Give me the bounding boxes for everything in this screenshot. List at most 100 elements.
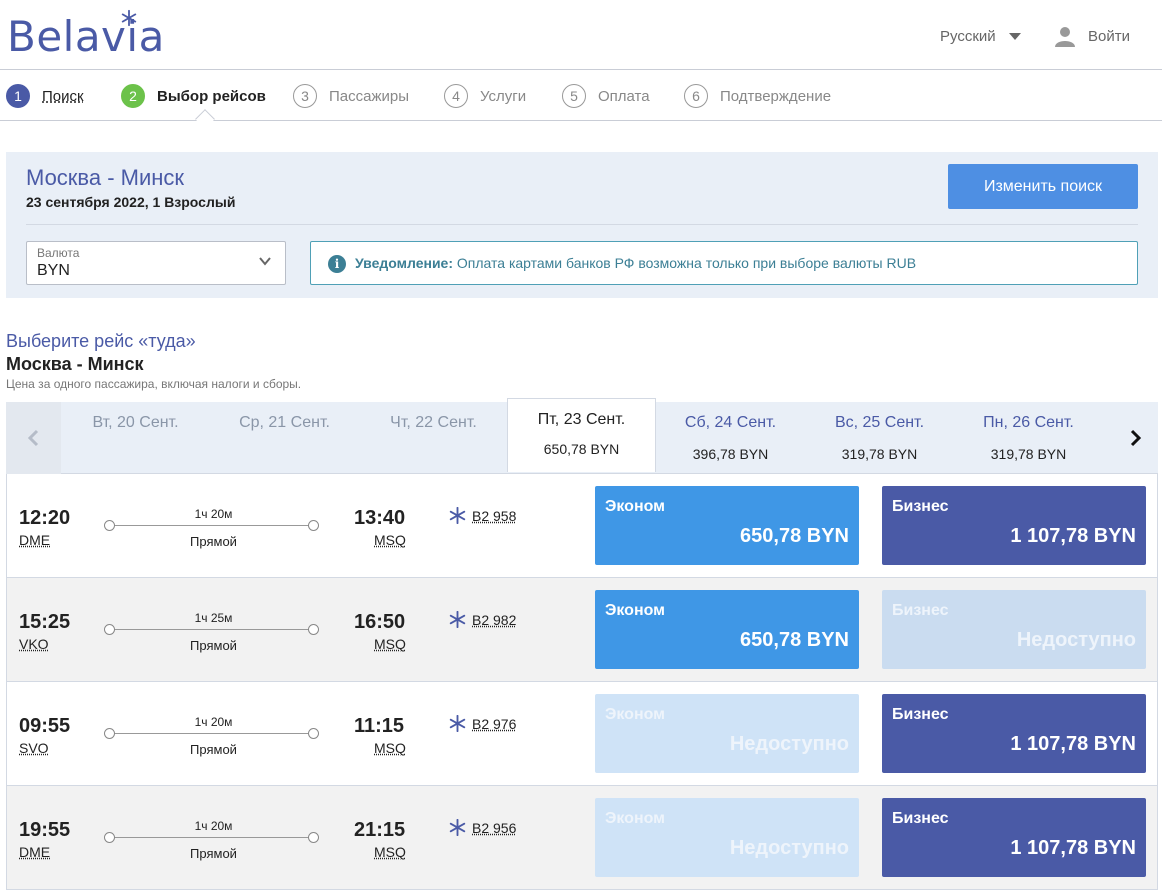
fare-class: Бизнес: [892, 602, 949, 619]
date-label: Вт, 20 Сент.: [92, 414, 179, 431]
active-step-pointer: [195, 109, 215, 129]
route-start-dot: [104, 728, 115, 739]
step-number: 6: [684, 84, 708, 108]
fare-class: Эконом: [605, 810, 666, 827]
date-price: 319,78 BYN: [990, 446, 1067, 462]
info-icon: i: [328, 255, 346, 273]
business-fare-button[interactable]: Бизнес 1 107,78 BYN: [882, 486, 1146, 565]
departure-airport[interactable]: DME: [19, 532, 51, 548]
departure-airport[interactable]: SVO: [19, 740, 49, 756]
currency-select[interactable]: Валюта BYN: [26, 241, 286, 285]
change-search-button[interactable]: Изменить поиск: [948, 164, 1138, 209]
date-price: 396,78 BYN: [692, 446, 769, 462]
date-tab[interactable]: Ср, 21 Сент.: [210, 402, 359, 474]
departure-airport[interactable]: VKO: [19, 636, 49, 652]
route-end-dot: [308, 520, 319, 531]
arrival-time: 11:15: [354, 715, 405, 737]
step-search[interactable]: 1 Поиск: [6, 84, 84, 108]
notice-body: Оплата картами банков РФ возможна только…: [456, 255, 917, 271]
chevron-left-icon: [27, 429, 38, 447]
route-start-dot: [104, 520, 115, 531]
step-label: Выбор рейсов: [157, 87, 266, 105]
next-dates-button[interactable]: [1111, 402, 1158, 474]
snowflake-icon: [449, 507, 466, 524]
date-label: Чт, 22 Сент.: [390, 414, 477, 431]
header: Belavia Русский Войти: [0, 0, 1162, 70]
login-link[interactable]: Войти: [1088, 28, 1130, 45]
fare-price: 650,78 BYN: [740, 629, 849, 651]
step-flight-selection: 2 Выбор рейсов: [121, 84, 266, 108]
date-label: Пн, 26 Сент.: [983, 414, 1074, 431]
step-number: 4: [444, 84, 468, 108]
arrival-airport[interactable]: MSQ: [374, 532, 406, 548]
route-title: Москва - Минск: [26, 165, 185, 190]
economy-fare-button[interactable]: Эконом 650,78 BYN: [595, 486, 859, 565]
flight-number[interactable]: B2 976: [472, 716, 517, 732]
currency-label: Валюта: [37, 246, 80, 260]
step-label: Подтверждение: [720, 87, 832, 105]
date-tab[interactable]: Чт, 22 Сент.: [359, 402, 508, 474]
fare-price: 1 107,78 BYN: [1010, 525, 1136, 547]
departure-time: 15:25: [19, 611, 71, 633]
flight-number[interactable]: B2 956: [472, 820, 517, 836]
prev-dates-button[interactable]: [6, 402, 61, 474]
fare-class: Бизнес: [892, 810, 949, 827]
date-tab[interactable]: Сб, 24 Сент. 396,78 BYN: [656, 402, 805, 474]
fare-class: Эконом: [605, 706, 666, 723]
fare-price: Недоступно: [729, 733, 849, 755]
route-line: [109, 837, 318, 838]
belavia-logo[interactable]: Belavia: [7, 12, 165, 61]
flight-number[interactable]: B2 958: [472, 508, 517, 524]
chevron-right-icon: [1130, 429, 1141, 447]
flight-list: 12:20 DME 1ч 20м Прямой 13:40 MSQ B2 958…: [6, 474, 1158, 890]
arrival-airport[interactable]: MSQ: [374, 740, 406, 756]
search-summary: Москва - Минск 23 сентября 2022, 1 Взрос…: [6, 152, 1158, 298]
date-label: Вс, 25 Сент.: [834, 414, 925, 431]
route-line: [109, 525, 318, 526]
fare-class: Бизнес: [892, 498, 949, 515]
flight-row: 19:55 DME 1ч 20м Прямой 21:15 MSQ B2 956…: [6, 786, 1158, 890]
snowflake-icon: [449, 611, 466, 628]
business-fare-button[interactable]: Бизнес 1 107,78 BYN: [882, 694, 1146, 773]
date-tab[interactable]: Вс, 25 Сент. 319,78 BYN: [805, 402, 954, 474]
snowflake-logo-icon: [121, 9, 137, 27]
user-icon[interactable]: [1054, 25, 1076, 47]
flight-type: Прямой: [190, 742, 237, 757]
language-selector[interactable]: Русский: [940, 28, 996, 45]
booking-steps: 1 Поиск 2 Выбор рейсов 3 Пассажиры 4 Усл…: [0, 71, 1162, 129]
flight-type: Прямой: [190, 534, 237, 549]
currency-value: BYN: [37, 262, 70, 279]
business-fare-button[interactable]: Бизнес 1 107,78 BYN: [882, 798, 1146, 877]
route-start-dot: [104, 832, 115, 843]
date-tab[interactable]: Пн, 26 Сент. 319,78 BYN: [954, 402, 1103, 474]
step-confirmation: 6 Подтверждение: [684, 84, 831, 108]
departure-time: 19:55: [19, 819, 71, 841]
step-services: 4 Услуги: [444, 84, 526, 108]
fare-price: Недоступно: [729, 837, 849, 859]
route-end-dot: [308, 728, 319, 739]
date-price: 319,78 BYN: [841, 446, 918, 462]
chevron-down-icon[interactable]: [1009, 33, 1021, 40]
date-tab[interactable]: Вт, 20 Сент.: [61, 402, 210, 474]
departure-time: 09:55: [19, 715, 71, 737]
route-start-dot: [104, 624, 115, 635]
flight-number[interactable]: B2 982: [472, 612, 517, 628]
notice-text: Уведомление: Оплата картами банков РФ во…: [355, 255, 916, 271]
step-number: 1: [6, 84, 30, 108]
flight-row: 12:20 DME 1ч 20м Прямой 13:40 MSQ B2 958…: [6, 474, 1158, 578]
date-tab-selected[interactable]: Пт, 23 Сент. 650,78 BYN: [507, 398, 656, 472]
date-carousel: Вт, 20 Сент. Ср, 21 Сент. Чт, 22 Сент. П…: [6, 398, 1158, 474]
arrival-time: 21:15: [354, 819, 406, 841]
arrival-airport[interactable]: MSQ: [374, 636, 406, 652]
departure-airport[interactable]: DME: [19, 844, 51, 860]
fare-class: Эконом: [605, 498, 666, 515]
step-number: 2: [121, 84, 145, 108]
economy-fare-button[interactable]: Эконом 650,78 BYN: [595, 590, 859, 669]
payment-notice: i Уведомление: Оплата картами банков РФ …: [310, 241, 1138, 285]
flight-duration: 1ч 20м: [194, 819, 233, 833]
step-label: Пассажиры: [329, 87, 410, 105]
arrival-airport[interactable]: MSQ: [374, 844, 406, 860]
business-fare-unavailable: Бизнес Недоступно: [882, 590, 1146, 669]
search-details: 23 сентября 2022, 1 Взрослый: [26, 194, 236, 210]
fare-price: Недоступно: [1016, 629, 1136, 651]
